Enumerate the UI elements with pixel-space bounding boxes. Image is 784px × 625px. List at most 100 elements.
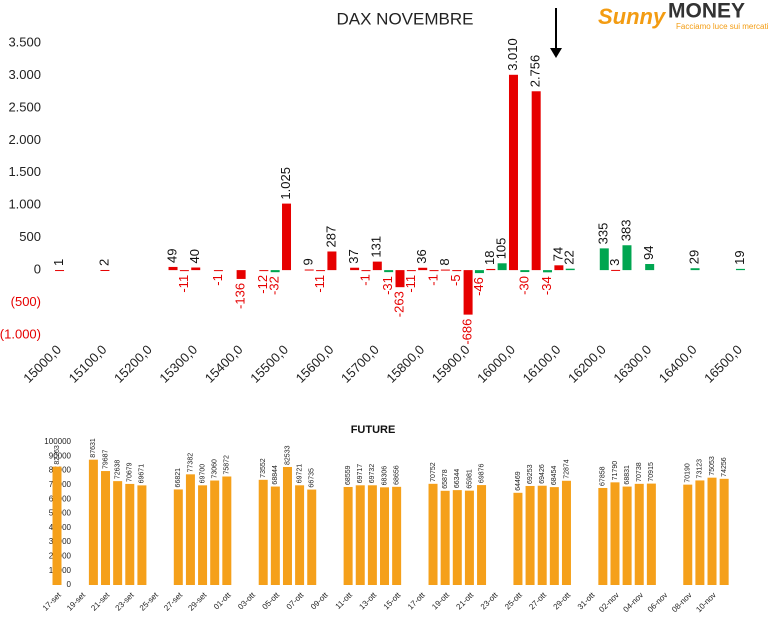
x-tick-label: 15100,0 [66,342,110,386]
x-tick-label: 17-ott [406,590,427,611]
bar [295,485,305,585]
bar [719,478,729,585]
bar [282,466,292,585]
logo-brand: Sunny [598,4,667,29]
value-label: -12 [255,275,270,294]
value-label: 131 [369,236,384,258]
bar [497,263,507,271]
value-label: 2.756 [528,55,543,88]
x-tick-label: 19-ott [430,590,451,611]
arrow-head [550,48,562,58]
bar [622,486,632,585]
x-tick-label: 15500,0 [247,342,291,386]
x-tick-label: 23-ott [479,590,500,611]
bar [418,267,428,271]
bar [531,91,541,271]
value-label: 82763 [54,445,61,465]
value-label: 79687 [102,449,109,469]
x-tick-label: 15200,0 [111,342,155,386]
value-label: -30 [516,276,531,295]
value-label: 69671 [139,464,146,484]
value-label: 36 [414,249,429,263]
bar [520,270,530,273]
bar [355,485,365,585]
y-tick-label: 0 [34,262,41,277]
x-tick-label: 23-set [114,590,137,613]
value-label: 37 [346,249,361,263]
chart-title: FUTURE [351,424,396,436]
bar [113,481,123,585]
y-tick-label: 1.500 [8,164,41,179]
value-label: -1 [425,274,440,286]
bar [88,459,98,585]
value-label: 68306 [381,466,388,486]
value-label: -11 [403,275,418,293]
x-tick-label: 27-set [162,590,185,613]
value-label: 66821 [175,468,182,488]
bar [367,485,377,585]
x-tick-label: 16000,0 [474,342,518,386]
value-label: 49 [164,248,179,262]
bar [343,486,353,585]
bar [52,466,62,585]
x-tick-label: 25-set [138,590,161,613]
bar [622,245,632,271]
x-tick-label: 05-ott [260,590,281,611]
y-tick-label: 1.000 [8,197,41,212]
bar [486,268,496,271]
x-tick-label: 16500,0 [701,342,745,386]
x-tick-label: 10-nov [694,591,718,615]
x-tick-label: 15900,0 [429,342,473,386]
x-tick-label: 06-nov [646,591,670,615]
bar [463,270,473,315]
bar [683,484,693,585]
value-label: 9 [301,258,316,265]
x-tick-label: 25-ott [503,590,524,611]
bar [429,270,439,272]
value-label: 67858 [600,466,607,486]
bar [137,485,147,585]
value-label: 69721 [296,464,303,484]
x-tick-label: 15600,0 [293,342,337,386]
y-tick-label: 2.000 [8,132,41,147]
bar [316,270,326,272]
bar [282,203,292,271]
x-tick-label: 13-ott [357,590,378,611]
x-tick-label: 16200,0 [565,342,609,386]
value-label: 68559 [345,465,352,485]
y-tick-label: 3.000 [8,67,41,82]
bar [707,477,717,585]
bar [304,269,314,271]
value-label: 22 [562,250,577,264]
value-label: -263 [391,291,406,317]
x-tick-label: 02-nov [597,591,621,615]
value-label: 64469 [515,471,522,491]
y-tick-label: 90000 [49,451,72,460]
bar [168,266,178,271]
x-tick-label: 15700,0 [338,342,382,386]
value-label: -34 [539,276,554,295]
bar [543,270,553,273]
bar [210,480,220,585]
value-label: 77382 [187,453,194,473]
value-label: -686 [460,319,475,345]
bar [100,269,110,271]
value-label: 94 [641,246,656,260]
x-tick-label: 16400,0 [656,342,700,386]
y-tick-label: (500) [11,294,41,309]
x-tick-label: 29-ott [552,590,573,611]
value-label: 40 [187,249,202,263]
bar [440,269,450,271]
bar [565,268,575,271]
value-label: 73060 [212,459,219,479]
bar [259,270,269,272]
value-label: 70190 [685,463,692,483]
value-label: 68656 [393,465,400,485]
value-label: 1 [51,259,66,266]
bar [307,489,317,585]
bar [327,251,337,271]
bar [55,270,65,272]
bar [392,486,402,585]
value-label: 70738 [636,462,643,482]
